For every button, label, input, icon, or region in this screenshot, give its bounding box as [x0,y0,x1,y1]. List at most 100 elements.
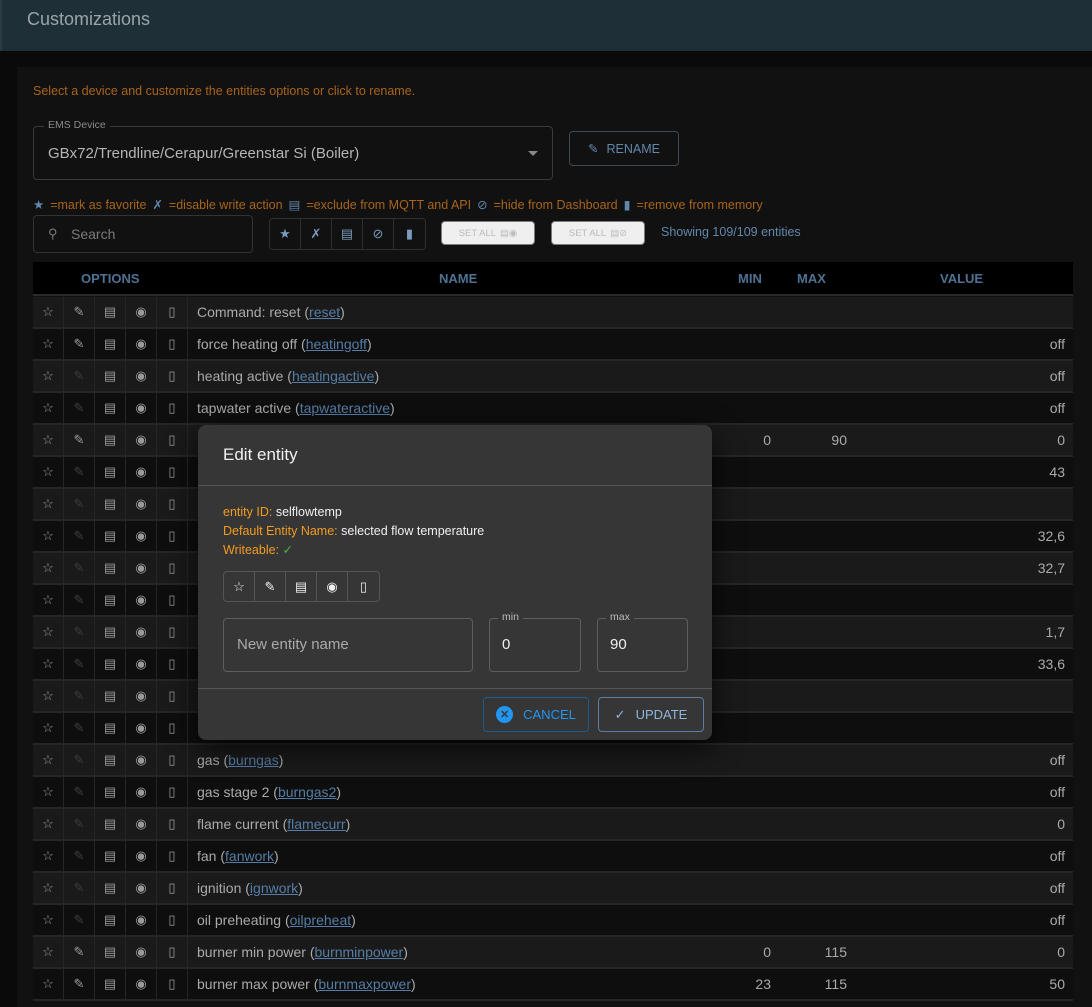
table-row[interactable]: ☆ ✎ ▤ ◉ ▯ burner max power (burnmaxpower… [33,969,1073,1001]
pencil-icon[interactable]: ✎ [64,521,95,551]
pencil-icon[interactable]: ✎ [64,489,95,519]
comment-icon[interactable]: ▤ [95,745,126,775]
trash-icon[interactable]: ▯ [157,617,188,647]
eye-icon[interactable]: ◉ [126,777,157,807]
table-row[interactable]: ☆ ✎ ▤ ◉ ▯ flame current (flamecurr) 0 [33,809,1073,841]
star-outline-icon[interactable]: ☆ [33,297,64,327]
entity-id-link[interactable]: oilpreheat [289,912,352,928]
table-row[interactable]: ☆ ✎ ▤ ◉ ▯ oil preheating (oilpreheat) of… [33,905,1073,937]
comment-icon[interactable]: ▤ [95,873,126,903]
max-input[interactable]: max 90 [597,611,688,672]
set-all-visible-button[interactable]: SET ALL ▤◉ [441,221,535,245]
comment-icon[interactable]: ▤ [95,585,126,615]
eye-icon[interactable]: ◉ [126,841,157,871]
pencil-icon[interactable]: ✎ [64,329,95,359]
trash-icon[interactable]: ▯ [157,297,188,327]
star-outline-icon[interactable]: ☆ [33,521,64,551]
star-outline-icon[interactable]: ☆ [33,393,64,423]
pencil-icon[interactable]: ✎ [64,905,95,935]
pencil-icon[interactable]: ✎ [64,457,95,487]
min-input[interactable]: min 0 [489,611,581,672]
table-row[interactable]: ☆ ✎ ▤ ◉ ▯ gas (burngas) off [33,745,1073,777]
comment-icon[interactable]: ▤ [95,649,126,679]
table-row[interactable]: ☆ ✎ ▤ ◉ ▯ force heating off (heatingoff)… [33,329,1073,361]
trash-icon[interactable]: ▯ [157,745,188,775]
eye-icon[interactable]: ◉ [126,425,157,455]
eye-icon[interactable]: ◉ [126,329,157,359]
trash-icon[interactable]: ▯ [157,393,188,423]
col-name[interactable]: NAME [439,271,478,286]
pencil-icon[interactable]: ✎ [64,873,95,903]
star-outline-icon[interactable]: ☆ [33,457,64,487]
trash-icon[interactable]: ▯ [157,457,188,487]
trash-icon[interactable]: ▯ [157,649,188,679]
eye-icon[interactable]: ◉ [126,457,157,487]
pencil-icon[interactable]: ✎ [64,681,95,711]
delete-filter-icon[interactable]: ▮ [405,226,414,241]
cancel-button[interactable]: ✕ CANCEL [483,697,589,732]
comment-icon[interactable]: ▤ [95,809,126,839]
star-outline-icon[interactable]: ☆ [33,713,64,743]
pencil-icon[interactable]: ✎ [64,649,95,679]
star-outline-icon[interactable]: ☆ [33,873,64,903]
trash-icon[interactable]: ▯ [157,777,188,807]
exclude-filter-icon[interactable]: ▤ [332,219,363,249]
entity-id-link[interactable]: ignwork [249,880,299,896]
trash-icon[interactable]: ▯ [157,969,188,999]
col-value[interactable]: VALUE [940,271,984,286]
comment-icon[interactable]: ▤ [95,553,126,583]
comment-icon[interactable]: ▤ [95,681,126,711]
ems-device-select[interactable]: EMS Device GBx72/Trendline/Cerapur/Green… [33,119,553,180]
pencil-icon[interactable]: ✎ [64,809,95,839]
eye-icon[interactable]: ◉ [126,713,157,743]
pencil-icon[interactable]: ✎ [64,841,95,871]
pencil-icon[interactable]: ✎ [64,361,95,391]
star-outline-icon[interactable]: ☆ [33,489,64,519]
eye-icon[interactable]: ◉ [126,809,157,839]
pencil-icon[interactable]: ✎ [64,425,95,455]
eye-icon[interactable]: ◉ [126,553,157,583]
hide-filter-icon[interactable]: ⊘ [363,219,394,249]
set-all-hidden-button[interactable]: SET ALL ▤⊘ [551,221,645,245]
star-outline-icon[interactable]: ☆ [33,937,64,967]
eye-icon[interactable]: ◉ [126,489,157,519]
trash-icon[interactable]: ▯ [157,905,188,935]
pencil-icon[interactable]: ✎ [64,297,95,327]
pencil-icon[interactable]: ✎ [64,713,95,743]
trash-icon[interactable]: ▯ [157,585,188,615]
star-outline-icon[interactable]: ☆ [33,329,64,359]
eye-icon[interactable]: ◉ [126,905,157,935]
trash-icon[interactable]: ▯ [157,809,188,839]
entity-id-link[interactable]: heatingactive [291,368,375,384]
trash-icon[interactable]: ▯ [157,937,188,967]
eye-icon[interactable]: ◉ [126,969,157,999]
trash-icon[interactable]: ▯ [157,681,188,711]
table-row[interactable]: ☆ ✎ ▤ ◉ ▯ gas stage 2 (burngas2) off [33,777,1073,809]
entity-id-link[interactable]: burngas2 [277,784,337,800]
trash-icon[interactable]: ▯ [157,425,188,455]
trash-icon[interactable]: ▯ [157,361,188,391]
pencil-icon[interactable]: ✎ [64,617,95,647]
star-outline-icon[interactable]: ☆ [33,425,64,455]
eye-icon[interactable]: ◉ [126,393,157,423]
comment-icon[interactable]: ▤ [95,329,126,359]
eye-icon[interactable]: ◉ [126,617,157,647]
eye-icon[interactable]: ◉ [126,873,157,903]
star-outline-icon[interactable]: ☆ [33,809,64,839]
star-outline-icon[interactable]: ☆ [224,572,255,601]
table-row[interactable]: ☆ ✎ ▤ ◉ ▯ ignition (ignwork) off [33,873,1073,905]
star-outline-icon[interactable]: ☆ [33,745,64,775]
star-outline-icon[interactable]: ☆ [33,841,64,871]
pencil-icon[interactable]: ✎ [64,745,95,775]
table-row[interactable]: ☆ ✎ ▤ ◉ ▯ tapwater active (tapwateractiv… [33,393,1073,425]
table-row[interactable]: ☆ ✎ ▤ ◉ ▯ Command: reset (reset) [33,297,1073,329]
star-outline-icon[interactable]: ☆ [33,361,64,391]
star-outline-icon[interactable]: ☆ [33,777,64,807]
trash-icon[interactable]: ▯ [157,841,188,871]
comment-icon[interactable]: ▤ [95,841,126,871]
comment-icon[interactable]: ▤ [95,425,126,455]
col-min[interactable]: MIN [738,271,762,286]
comment-icon[interactable]: ▤ [95,521,126,551]
star-outline-icon[interactable]: ☆ [33,553,64,583]
comment-icon[interactable]: ▤ [95,617,126,647]
